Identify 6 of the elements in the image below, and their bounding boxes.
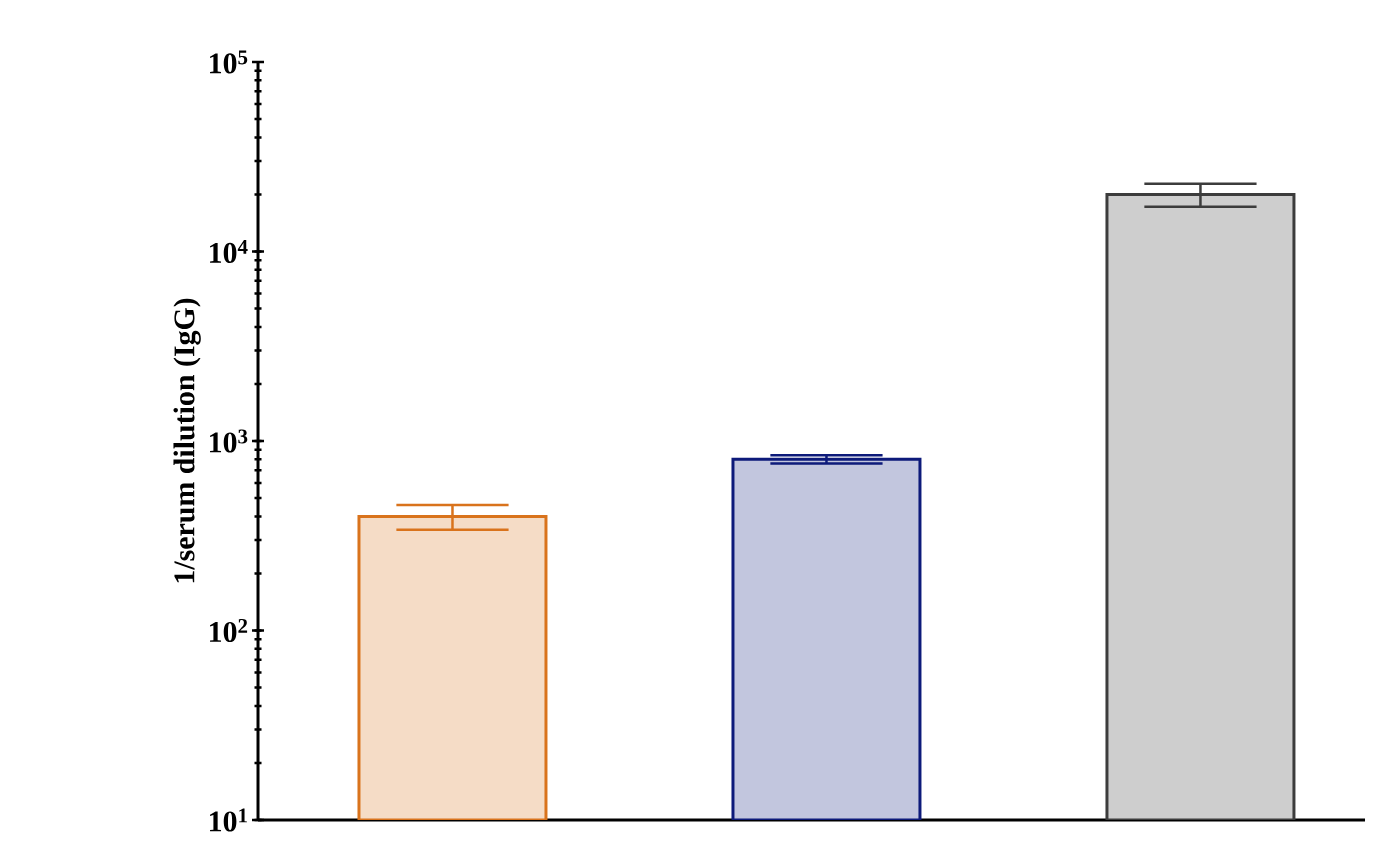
- y-tick-label: 10$^{2}$: [210, 618, 248, 643]
- y-tick-label: 10$^{4}$: [210, 239, 248, 264]
- y-tick-label: 10$^{1}$: [210, 808, 247, 832]
- y-tick-label: 10$^{5}$: [210, 50, 248, 74]
- y-tick-label: 10$^{3}$: [210, 429, 248, 453]
- y-axis-title: 1/serum dilution (IgG): [173, 298, 201, 583]
